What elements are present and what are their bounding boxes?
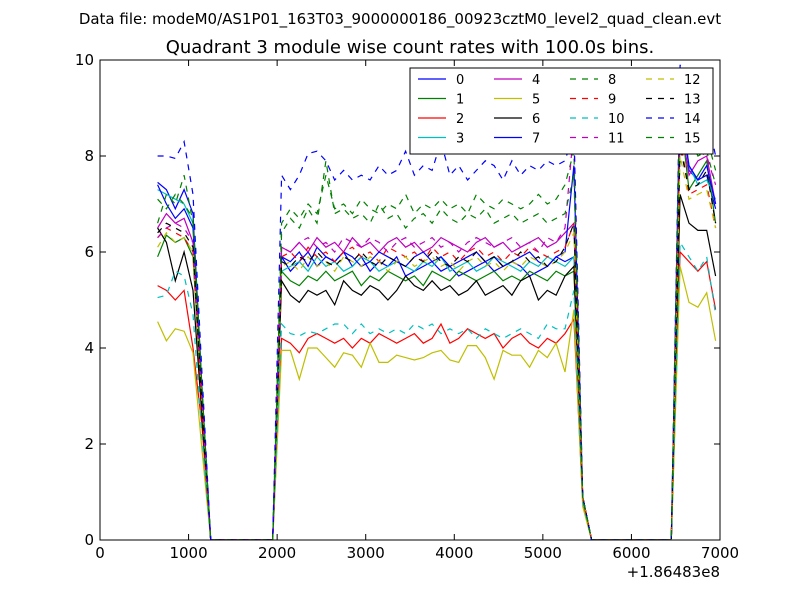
legend-label-13: 13 bbox=[684, 93, 701, 108]
series-line-1 bbox=[157, 112, 717, 540]
legend-label-14: 14 bbox=[684, 112, 701, 127]
legend-label-0: 0 bbox=[456, 73, 464, 88]
y-tick-label: 4 bbox=[84, 339, 94, 357]
x-tick-label: 2000 bbox=[258, 544, 296, 562]
x-tick-label: 1000 bbox=[169, 544, 207, 562]
legend-label-1: 1 bbox=[456, 93, 464, 108]
legend-label-5: 5 bbox=[532, 93, 540, 108]
chart-suptitle: Data file: modeM0/AS1P01_163T03_90000001… bbox=[79, 10, 721, 29]
y-tick-label: 0 bbox=[84, 531, 94, 549]
series-line-12 bbox=[157, 155, 717, 540]
legend-label-11: 11 bbox=[608, 132, 625, 147]
legend-label-4: 4 bbox=[532, 73, 540, 88]
legend-label-10: 10 bbox=[608, 112, 625, 127]
y-tick-label: 8 bbox=[84, 147, 94, 165]
x-tick-label: 3000 bbox=[347, 544, 385, 562]
series-line-2 bbox=[157, 250, 717, 540]
legend-box bbox=[409, 67, 714, 155]
y-tick-label: 6 bbox=[84, 243, 94, 261]
legend-label-3: 3 bbox=[456, 132, 464, 147]
legend-label-7: 7 bbox=[532, 132, 540, 147]
legend-label-15: 15 bbox=[684, 132, 701, 147]
series-line-7 bbox=[157, 107, 717, 540]
series-line-13 bbox=[157, 146, 717, 540]
series-layer bbox=[157, 64, 717, 540]
x-tick-label: 6000 bbox=[612, 544, 650, 562]
plot-frame bbox=[99, 59, 721, 541]
legend-label-6: 6 bbox=[532, 112, 540, 127]
series-line-8 bbox=[157, 117, 717, 540]
legend-label-8: 8 bbox=[608, 73, 616, 88]
x-tick-label: 5000 bbox=[524, 544, 562, 562]
x-tick-label: 0 bbox=[95, 544, 105, 562]
series-line-0 bbox=[157, 79, 717, 540]
y-tick-label: 10 bbox=[75, 51, 94, 69]
x-tick-label: 4000 bbox=[435, 544, 473, 562]
y-tick-label: 2 bbox=[84, 435, 94, 453]
legend-label-12: 12 bbox=[684, 73, 701, 88]
x-offset-label: +1.86483e8 bbox=[627, 563, 720, 581]
legend-label-2: 2 bbox=[456, 112, 464, 127]
series-line-6 bbox=[157, 194, 717, 540]
legend-label-9: 9 bbox=[608, 93, 616, 108]
series-line-9 bbox=[157, 136, 717, 540]
series-line-5 bbox=[157, 266, 717, 540]
chart-title: Quadrant 3 module wise count rates with … bbox=[166, 37, 655, 58]
x-tick-label: 7000 bbox=[701, 544, 739, 562]
series-line-4 bbox=[157, 117, 717, 540]
